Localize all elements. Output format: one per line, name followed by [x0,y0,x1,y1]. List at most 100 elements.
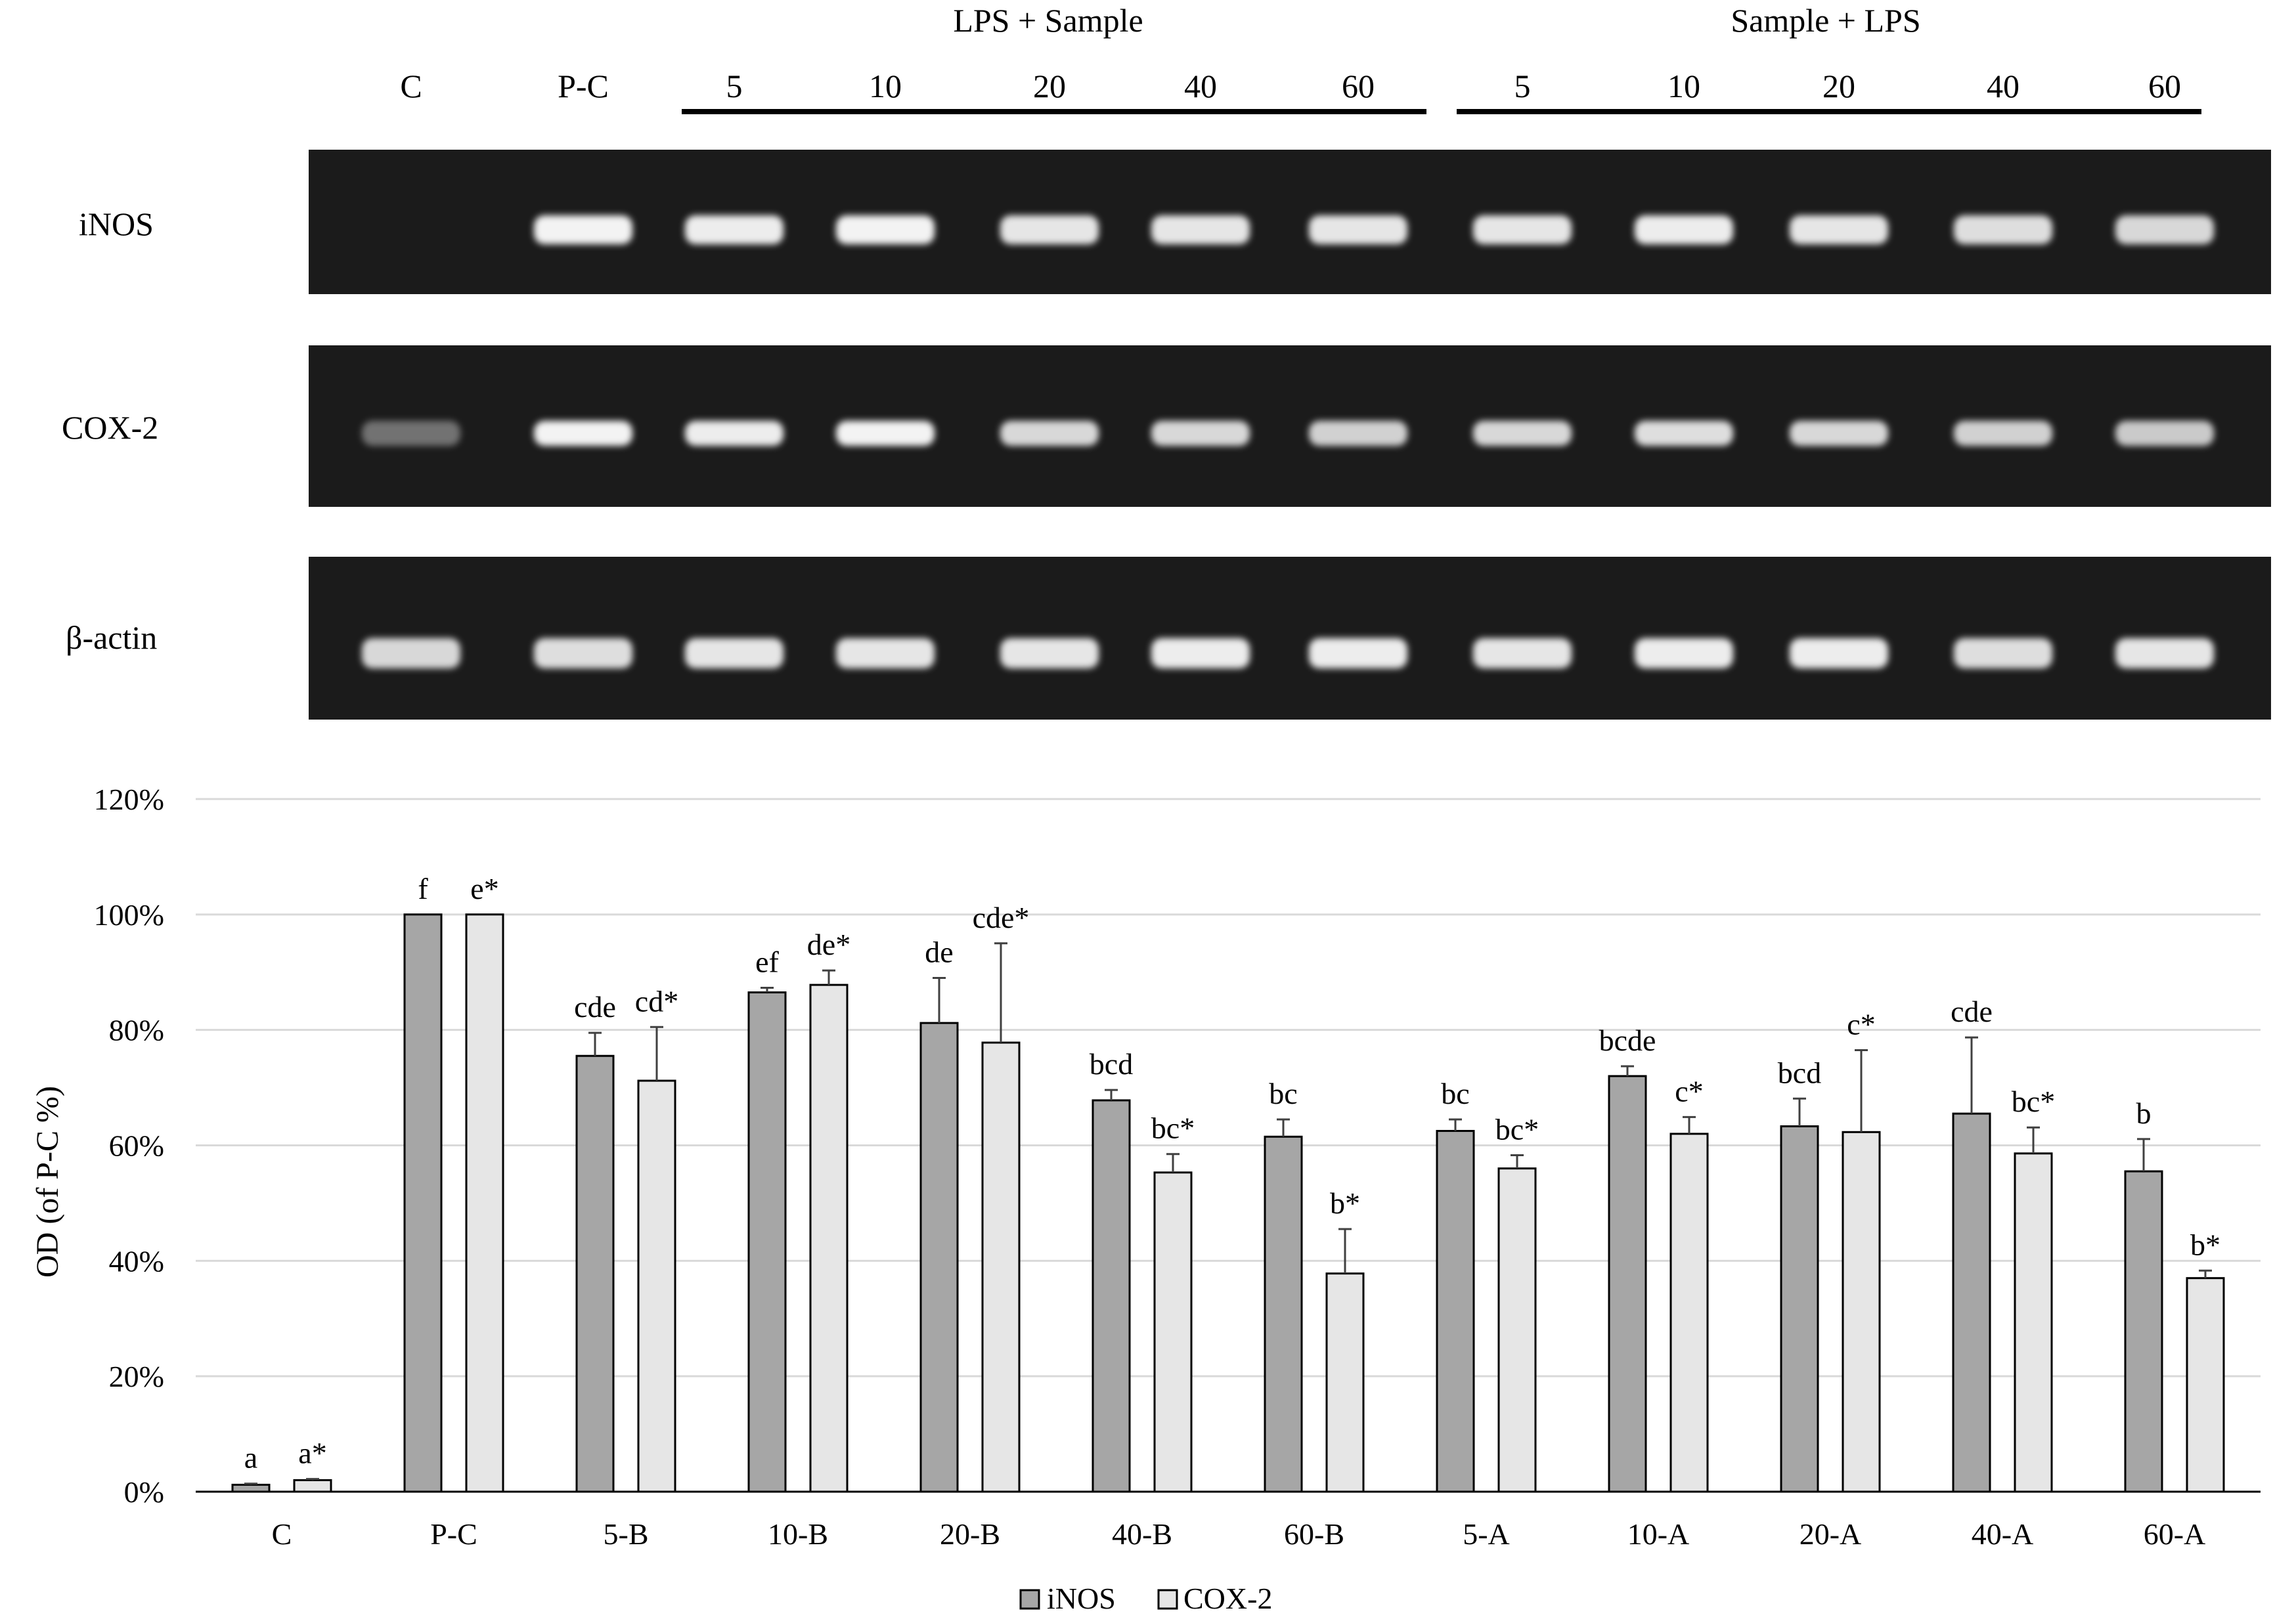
bar-inos [1780,1125,1819,1493]
bar-chart: 0% 20% 40% 60% 80% 100% 120% OD (of P-C %) a a*… [30,783,2261,1551]
gel-band [685,421,784,446]
legend-swatch-inos [1019,1589,1040,1610]
bar-inos [747,991,787,1493]
lane-label: 5 [726,68,743,104]
significance-label: b [2136,1096,2152,1130]
significance-label: bc [1441,1077,1469,1110]
group-label-lps-sample: LPS + Sample [953,2,1143,39]
y-axis-label: OD (of P-C %) [30,1086,65,1278]
x-tick-label: 20-A [1799,1517,1862,1551]
gel-band [1000,421,1099,446]
y-tick-label: 100% [94,898,164,932]
bar-inos [403,913,443,1493]
lane-labels: C P-C 5 10 20 40 60 5 10 20 40 60 [400,68,2181,104]
bar-cox-2 [2186,1277,2225,1493]
gel-band [2115,638,2214,668]
gel-band [1473,421,1572,446]
significance-label: cde* [973,901,1030,934]
bands-inos [534,215,2214,244]
significance-label: c* [1675,1074,1703,1108]
lane-label: 40 [1987,68,2020,104]
legend-label-cox2: COX-2 [1183,1582,1272,1615]
lane-label: 10 [869,68,902,104]
gel-band [2115,421,2214,446]
significance-label: bcde [1599,1024,1656,1057]
gel-panel-cox2 [309,345,2271,507]
gel-band [685,215,784,244]
gel-band [1151,421,1250,446]
gel-band [1954,215,2052,244]
bar-inos [2124,1170,2163,1493]
gel-band [534,638,632,668]
bar-inos [1264,1135,1303,1493]
gel-band [1473,638,1572,668]
significance-label: de [925,936,953,969]
x-tick-label: 40-A [1972,1517,2034,1551]
gel-band [836,215,935,244]
bars [231,913,2225,1493]
lane-label: 60 [2148,68,2181,104]
lane-label: 5 [1514,68,1531,104]
significance-label: ef [755,945,779,978]
gel-band [1473,215,1572,244]
gel-band [836,421,935,446]
gel-band [1635,215,1733,244]
y-tick-label: 40% [109,1244,164,1278]
gel-band [2115,215,2214,244]
legend-swatch-cox2 [1157,1589,1178,1610]
gel-panel-inos [309,150,2271,294]
significance-label: bcd [1090,1047,1133,1081]
lane-label: 40 [1184,68,1217,104]
gel-band [1635,638,1733,668]
gel-band [685,638,784,668]
gel-panel-beta-actin [309,557,2271,720]
significance-label: f [418,872,428,905]
gel-band [1309,638,1407,668]
significance-label: a [244,1441,257,1475]
lane-label: 10 [1667,68,1700,104]
bar-inos [1436,1130,1475,1493]
gel-band [836,638,935,668]
x-tick-label: 5-B [604,1517,649,1551]
bar-cox-2 [1669,1133,1709,1493]
bar-inos [575,1054,615,1493]
significance-label: bc* [2012,1085,2055,1118]
bar-inos [1608,1075,1647,1493]
gel-row-label-cox2: COX-2 [62,409,158,446]
significance-label: c* [1847,1007,1875,1041]
gel-band [362,421,460,446]
lane-label: 20 [1822,68,1855,104]
lane-label: P-C [558,68,609,104]
gel-row-label-beta-actin: β-actin [66,619,157,656]
significance-label: cde [1951,995,1993,1028]
error-bars [244,942,2212,1485]
gel-row-label-inos: iNOS [79,206,154,242]
gel-band [1309,421,1407,446]
y-tick-label: 120% [94,783,164,816]
gridlines [196,798,2261,1377]
bar-inos [919,1022,959,1493]
significance-label: e* [470,872,498,905]
x-tick-label: 20-B [940,1517,1000,1551]
y-tick-label: 20% [109,1360,164,1393]
significance-label: bc [1269,1077,1297,1110]
bar-inos [231,1483,271,1493]
bar-cox-2 [809,984,849,1493]
bar-cox-2 [981,1041,1021,1493]
x-axis-tick-labels: C P-C 5-B 10-B 20-B 40-B 60-B 5-A 10-A 20-A 40-A 60… [272,1517,2206,1551]
significance-label: b* [1330,1186,1360,1220]
bar-inos [1092,1099,1131,1493]
significance-label: bcd [1778,1056,1821,1089]
bar-inos [1952,1112,1991,1493]
gel-band [534,421,632,446]
lane-label: 20 [1033,68,1066,104]
x-tick-label: 10-B [768,1517,828,1551]
significance-label: de* [807,928,850,961]
gel-band [1790,421,1888,446]
y-tick-label: 80% [109,1014,164,1047]
bar-cox-2 [637,1079,676,1493]
significance-label: bc* [1151,1112,1195,1145]
gel-header: LPS + Sample Sample + LPS C P-C 5 10 20 40 60 5… [400,2,2201,114]
gel-band [1790,638,1888,668]
